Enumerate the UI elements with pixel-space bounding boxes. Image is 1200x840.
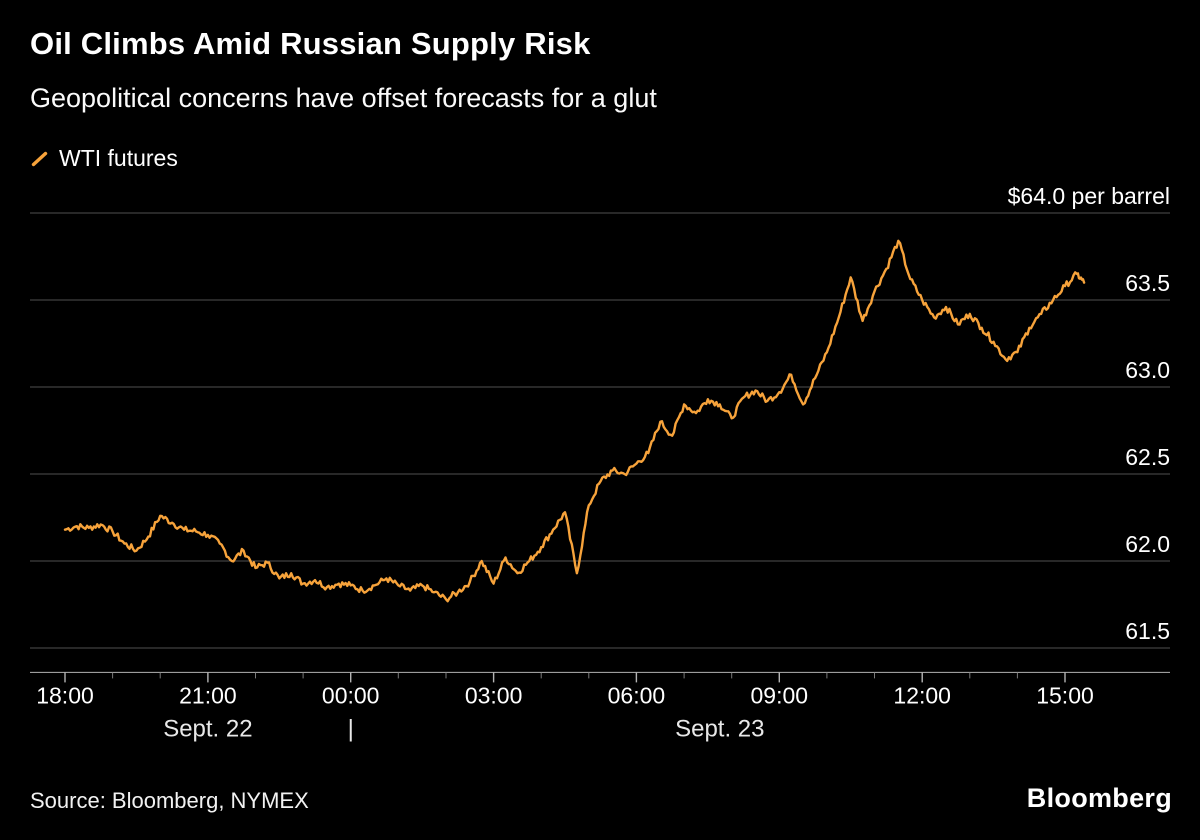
bloomberg-logo: Bloomberg — [1026, 783, 1172, 813]
x-tick-label: 15:00 — [1036, 682, 1094, 708]
x-tick-label: 21:00 — [179, 682, 237, 708]
y-tick-label: 61.5 — [1125, 618, 1170, 644]
day-label: Sept. 22 — [163, 715, 252, 742]
y-tick-label: 63.5 — [1125, 270, 1170, 296]
price-line-chart: $64.0 per barrel 63.5 63.0 62.5 62.0 61.5 18:0… — [30, 183, 1170, 742]
y-tick-label: 62.5 — [1125, 444, 1170, 470]
legend: WTI futures — [30, 145, 178, 172]
x-tick-label: 12:00 — [893, 682, 951, 708]
x-tick-label: 09:00 — [751, 682, 809, 708]
x-tick-label: 03:00 — [465, 682, 523, 708]
day-label: Sept. 23 — [675, 715, 764, 742]
x-tick-label: 06:00 — [608, 682, 666, 708]
source-note: Source: Bloomberg, NYMEX — [30, 788, 309, 813]
x-tick-label: 00:00 — [322, 682, 380, 708]
y-tick-label: 62.0 — [1125, 531, 1170, 557]
y-tick-label: 63.0 — [1125, 357, 1170, 383]
day-label: | — [348, 715, 354, 742]
chart-title: Oil Climbs Amid Russian Supply Risk — [30, 26, 591, 61]
legend-label: WTI futures — [59, 145, 178, 171]
x-tick-label: 18:00 — [36, 682, 94, 708]
legend-line-icon — [31, 151, 48, 166]
chart-subtitle: Geopolitical concerns have offset foreca… — [30, 83, 657, 113]
wti-price-line — [63, 239, 1086, 603]
y-tick-label: $64.0 per barrel — [1008, 183, 1170, 209]
